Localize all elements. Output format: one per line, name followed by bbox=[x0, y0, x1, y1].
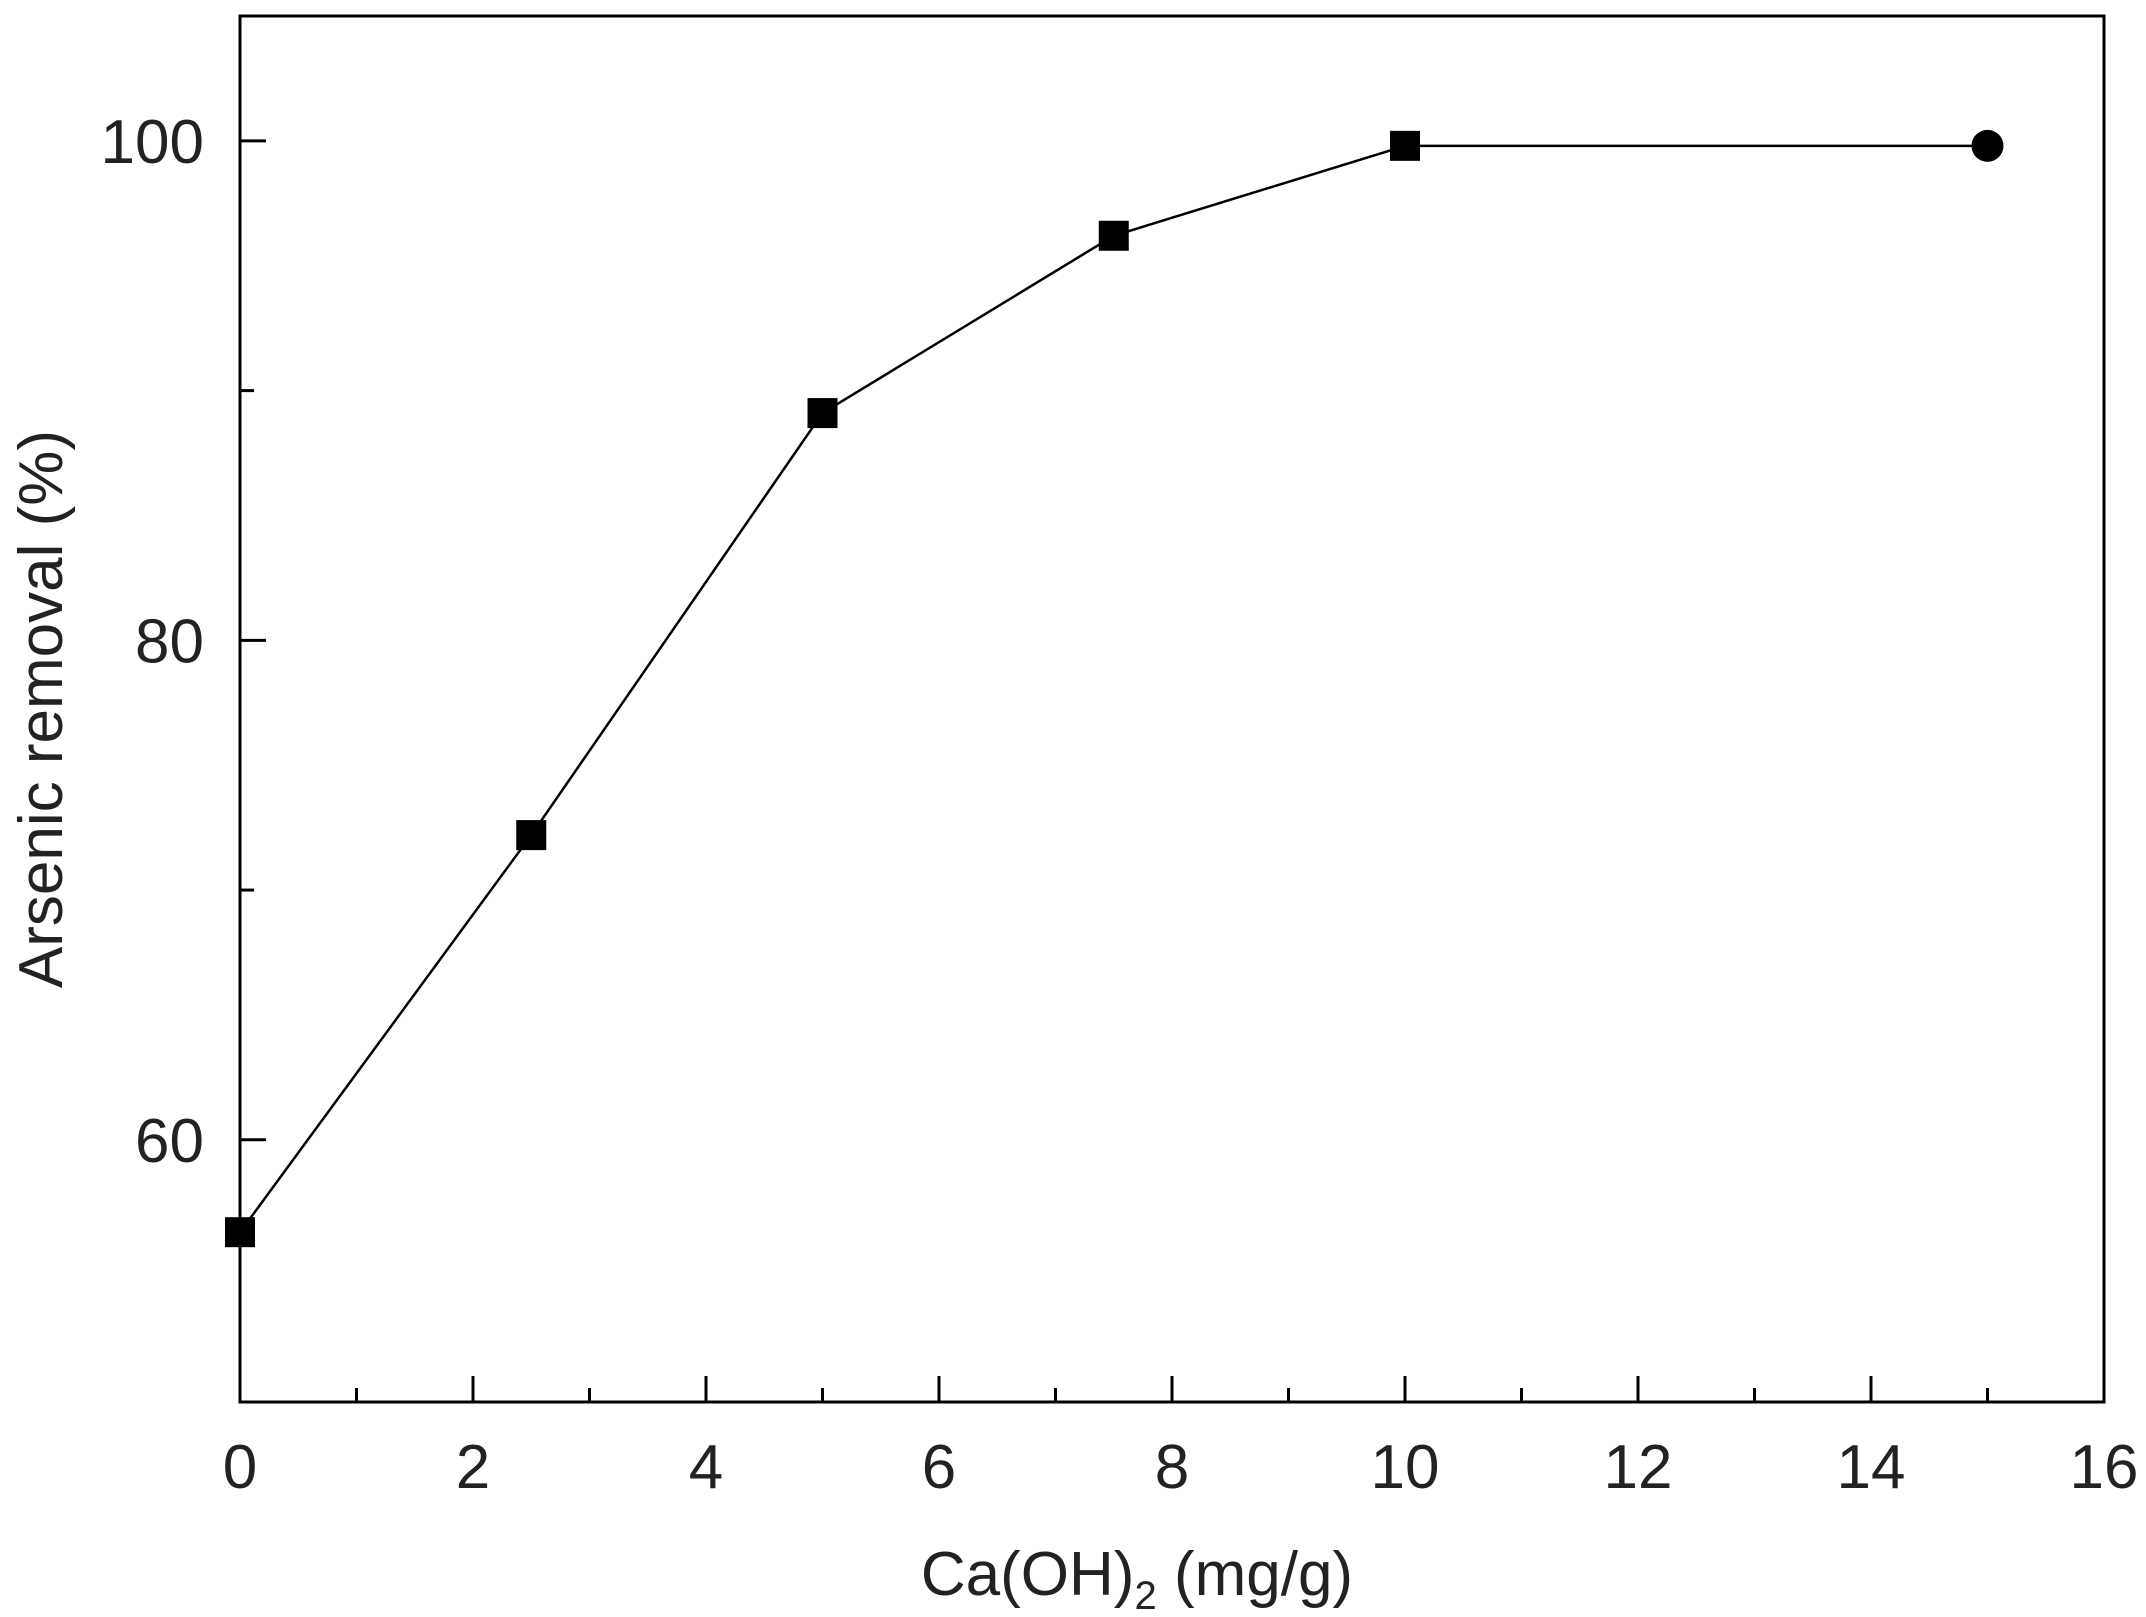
x-tick-label: 0 bbox=[223, 1433, 257, 1502]
x-tick-label: 16 bbox=[2070, 1433, 2139, 1502]
data-point bbox=[516, 820, 547, 851]
x-tick-label: 12 bbox=[1604, 1433, 1673, 1502]
x-tick-label: 4 bbox=[689, 1433, 723, 1502]
y-axis-title: Arsenic removal (%) bbox=[7, 430, 76, 988]
x-tick-label: 8 bbox=[1155, 1433, 1189, 1502]
x-axis-title-subscript: 2 bbox=[1134, 1574, 1156, 1617]
y-tick-label: 80 bbox=[135, 607, 204, 676]
axis-tick-labels: 0 2 4 6 8 10 12 14 16 60 80 100 bbox=[101, 108, 2139, 1502]
data-point bbox=[807, 398, 838, 429]
axis-ticks bbox=[238, 139, 2106, 1402]
plot-frame bbox=[238, 14, 2106, 1404]
y-tick-label: 100 bbox=[101, 108, 204, 177]
x-axis-title-main: Ca(OH) bbox=[921, 1540, 1135, 1609]
data-point bbox=[1971, 129, 2004, 162]
series-group bbox=[225, 129, 2004, 1248]
x-tick-label: 2 bbox=[456, 1433, 490, 1502]
data-point bbox=[1390, 130, 1420, 161]
series-line bbox=[238, 144, 1988, 1233]
x-axis-title: Ca(OH)2 (mg/g) bbox=[921, 1540, 1353, 1617]
data-point bbox=[225, 1217, 255, 1248]
x-tick-label: 10 bbox=[1371, 1433, 1440, 1502]
data-point bbox=[1098, 220, 1129, 251]
x-tick-label: 6 bbox=[922, 1433, 956, 1502]
x-tick-label: 14 bbox=[1837, 1433, 1906, 1502]
y-tick-label: 60 bbox=[135, 1107, 204, 1176]
x-axis-title-suffix: (mg/g) bbox=[1157, 1540, 1353, 1609]
